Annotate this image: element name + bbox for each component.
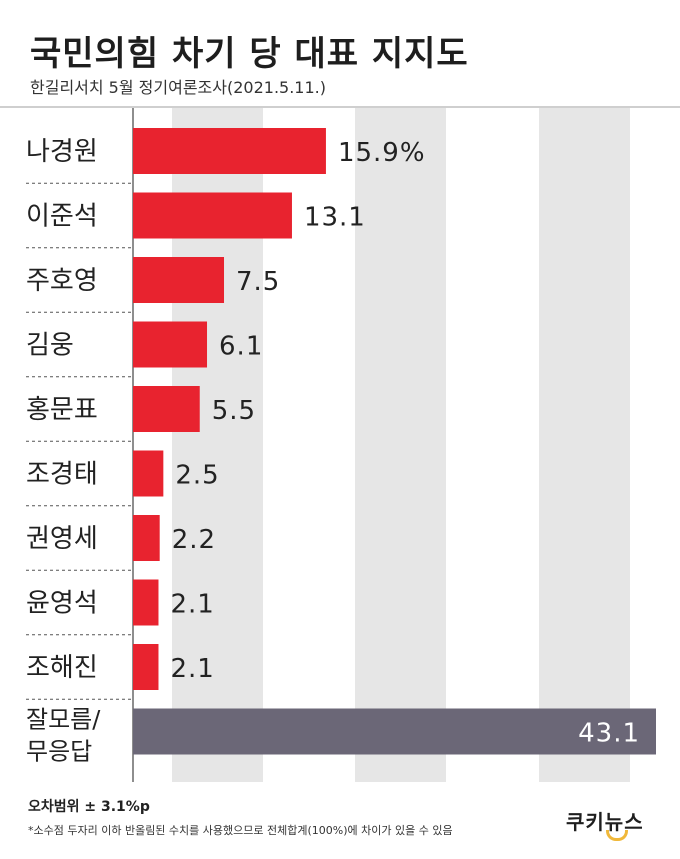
title-divider (0, 106, 680, 108)
data-label: 2.1 (170, 590, 214, 620)
category-label: 무응답 (26, 738, 92, 766)
chart-subtitle: 한길리서치 5월 정기여론조사(2021.5.11.) (30, 78, 326, 97)
bar (133, 321, 208, 368)
bar (133, 128, 326, 174)
category-label: 김웅 (26, 331, 74, 361)
category-label: 나경원 (26, 137, 98, 167)
bar-chart: 15.9% 나경원 13.1 이준석 7.5 주호영 6.1 김웅 5.5 홍문표 2.5 조경태 2.… (26, 108, 656, 782)
data-label: 2.5 (175, 461, 219, 491)
bar (133, 257, 225, 303)
grid-band (355, 108, 446, 782)
data-label: 2.1 (170, 654, 214, 684)
bar (133, 579, 159, 626)
kuki-news-logo: 쿠키뉴스 (566, 806, 658, 841)
data-label: 6.1 (219, 332, 263, 362)
category-label: 조경태 (26, 460, 98, 490)
category-label: 잘모름/ (26, 706, 101, 734)
bar (133, 708, 656, 755)
logo-smile-icon (606, 830, 628, 841)
category-label: 윤영석 (26, 589, 98, 619)
bar (133, 386, 200, 432)
data-label: 7.5 (236, 267, 280, 297)
margin-of-error-note: 오차범위 ± 3.1%p (28, 799, 150, 815)
data-label: 5.5 (212, 396, 256, 426)
data-label: 13.1 (304, 203, 366, 233)
bar (133, 515, 160, 561)
data-label: 43.1 (578, 719, 640, 749)
data-label: 2.2 (172, 525, 216, 555)
chart-title: 국민의힘 차기 당 대표 지지도 (30, 34, 469, 74)
category-label: 이준석 (26, 202, 98, 232)
footnote: *소수점 두자리 이하 반올림된 수치를 사용했으므로 전체합계(100%)에 … (28, 824, 453, 837)
bar (133, 192, 292, 239)
grid-band (539, 108, 630, 782)
category-label: 권영세 (26, 524, 98, 554)
category-label: 조해진 (26, 653, 98, 683)
bar (133, 644, 159, 690)
bar (133, 450, 164, 497)
data-label: 15.9% (338, 138, 426, 168)
category-label: 홍문표 (26, 395, 98, 425)
category-label: 주호영 (26, 266, 98, 296)
logo-text: 쿠키뉴스 (566, 810, 644, 834)
